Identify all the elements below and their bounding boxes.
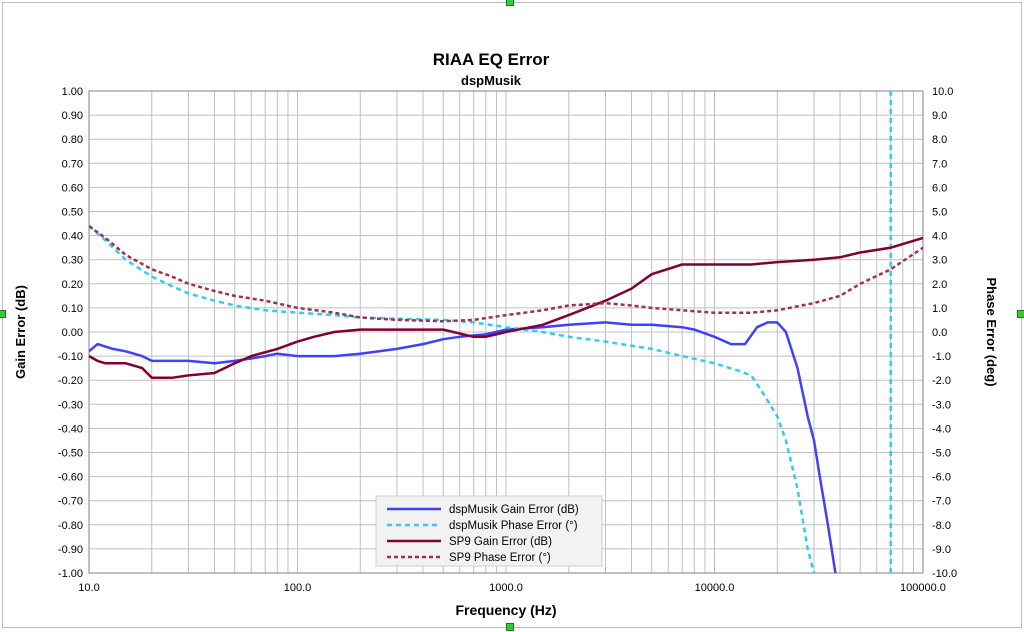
y-tick-label: -0.20 <box>58 375 83 387</box>
y-tick-label: -0.30 <box>58 399 83 411</box>
y2-tick-label: -6.0 <box>932 472 951 484</box>
y-tick-label: -0.80 <box>58 520 83 532</box>
y2-tick-label: -9.0 <box>932 544 951 556</box>
y2-axis-label: Phase Error (deg) <box>984 277 999 386</box>
legend-label-3: SP9 Gain Error (dB) <box>449 536 552 548</box>
y-tick-label: -1.00 <box>58 568 83 580</box>
resize-handle-bottom[interactable] <box>506 623 514 631</box>
y-tick-label: -0.90 <box>58 544 83 556</box>
grid <box>88 90 923 574</box>
series-layer <box>89 91 923 573</box>
y-axis-ticks: 1.00 0.90 0.80 0.70 0.60 0.50 0.40 0.30 0.20 0.10… <box>58 86 83 580</box>
chart: RIAA EQ Error dspMusik 1.00 0.90 0.80 0.70 0… <box>13 50 999 618</box>
y2-tick-label: 6.0 <box>932 182 947 194</box>
x-tick-label: 100000.0 <box>900 582 946 594</box>
resize-handle-left[interactable] <box>0 310 6 318</box>
y2-tick-label: -4.0 <box>932 423 951 435</box>
y2-tick-label: 1.0 <box>932 303 947 315</box>
y-tick-label: 0.70 <box>62 158 83 170</box>
legend-box <box>375 495 603 567</box>
y2-tick-label: 4.0 <box>932 231 947 243</box>
y-tick-label: -0.40 <box>58 423 83 435</box>
x-tick-label: 100.0 <box>284 582 312 594</box>
y-tick-label: 1.00 <box>62 86 83 98</box>
legend-label-2: dspMusik Phase Error (°) <box>449 520 578 532</box>
y-tick-label: 0.60 <box>62 182 83 194</box>
resize-handle-right[interactable] <box>1017 310 1024 318</box>
y-tick-label: -0.60 <box>58 472 83 484</box>
y-axis-label: Gain Error (dB) <box>13 285 28 379</box>
resize-handle-top[interactable] <box>506 0 514 6</box>
series-line-2 <box>89 225 816 573</box>
y-tick-label: -0.50 <box>58 448 83 460</box>
x-tick-label: 10.0 <box>78 582 99 594</box>
y-tick-label: 0.20 <box>62 279 83 291</box>
y-tick-label: 0.40 <box>62 231 83 243</box>
y-tick-label: 0.00 <box>62 327 83 339</box>
legend-label-4: SP9 Phase Error (°) <box>449 552 551 564</box>
x-tick-label: 1000.0 <box>489 582 523 594</box>
y2-tick-label: 10.0 <box>932 86 953 98</box>
y2-tick-label: 9.0 <box>932 110 947 122</box>
y2-tick-label: -3.0 <box>932 399 951 411</box>
series-line-3 <box>89 236 923 380</box>
y2-tick-label: 3.0 <box>932 255 947 267</box>
y2-tick-label: -2.0 <box>932 375 951 387</box>
y2-tick-label: 8.0 <box>932 134 947 146</box>
legend: dspMusik Gain Error (dB) dspMusik Phase E… <box>375 495 603 567</box>
y2-tick-label: -10.0 <box>932 568 957 580</box>
plot-area-border <box>88 90 924 574</box>
y2-tick-label: -1.0 <box>932 351 951 363</box>
y2-tick-label: 0.0 <box>932 327 947 339</box>
x-axis-label: Frequency (Hz) <box>455 602 556 618</box>
chart-title: RIAA EQ Error <box>433 50 550 69</box>
y2-tick-label: 5.0 <box>932 207 947 219</box>
series-line-1 <box>89 321 837 573</box>
y2-axis-ticks: 10.0 9.0 8.0 7.0 6.0 5.0 4.0 3.0 2.0 1.0 0.0 -1.0 -2… <box>932 86 957 580</box>
chart-subtitle: dspMusik <box>461 73 522 88</box>
y2-tick-label: -7.0 <box>932 496 951 508</box>
y-tick-label: 0.80 <box>62 134 83 146</box>
y-tick-label: -0.70 <box>58 496 83 508</box>
x-tick-label: 10000.0 <box>695 582 735 594</box>
x-axis-ticks: 10.0 100.0 1000.0 10000.0 100000.0 <box>78 582 946 594</box>
y2-tick-label: 2.0 <box>932 279 947 291</box>
y-tick-label: 0.90 <box>62 110 83 122</box>
y-tick-label: -0.10 <box>58 351 83 363</box>
legend-label-1: dspMusik Gain Error (dB) <box>449 504 579 516</box>
y-tick-label: 0.30 <box>62 255 83 267</box>
series-line-4 <box>89 224 923 323</box>
y-tick-label: 0.50 <box>62 207 83 219</box>
y2-tick-label: 7.0 <box>932 158 947 170</box>
y-tick-label: 0.10 <box>62 303 83 315</box>
y2-tick-label: -5.0 <box>932 448 951 460</box>
y2-tick-label: -8.0 <box>932 520 951 532</box>
